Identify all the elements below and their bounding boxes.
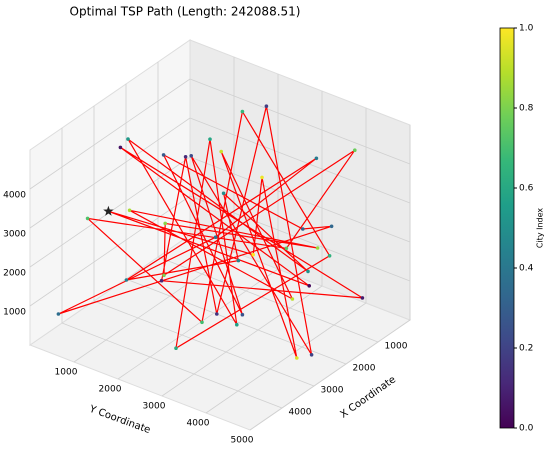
start-marker — [103, 205, 114, 216]
grid-line — [29, 78, 191, 190]
city-point — [314, 156, 319, 161]
city-point — [295, 356, 299, 360]
colorbar-label: City Index — [536, 208, 545, 249]
city-point — [161, 153, 166, 157]
city-point — [85, 216, 90, 221]
city-point — [124, 278, 129, 282]
grid-line — [189, 195, 411, 282]
grid-line — [61, 322, 283, 409]
colorbar-tick-label: 0.2 — [519, 344, 533, 354]
city-point — [215, 312, 219, 316]
colorbar-tick-label: 0.6 — [519, 184, 534, 194]
z-tick-label: 1000 — [3, 308, 26, 318]
city-point — [240, 312, 245, 317]
z-tick-label: 2000 — [3, 269, 26, 279]
grid-line — [73, 251, 235, 363]
city-point — [127, 208, 132, 213]
city-point — [162, 273, 166, 278]
chart-title: Optimal TSP Path (Length: 242088.51) — [70, 5, 301, 19]
grid-line — [249, 319, 411, 431]
city-point — [200, 320, 204, 325]
y-tick-label: 2000 — [99, 385, 122, 395]
y-tick-label: 5000 — [231, 436, 254, 446]
grid-line — [157, 256, 379, 343]
city-point — [290, 297, 295, 301]
city-point — [163, 221, 167, 226]
colorbar-tick-label: 1.0 — [519, 24, 534, 34]
city-point — [208, 137, 212, 141]
city-point — [284, 246, 289, 251]
grid-line — [161, 285, 323, 397]
grid-line — [29, 195, 191, 307]
x-axis-title: X Coordinate — [339, 374, 398, 420]
city-point — [264, 104, 269, 108]
city-point — [235, 322, 239, 327]
city-point — [183, 155, 188, 159]
x-tick-label: 1000 — [385, 342, 408, 352]
city-point — [219, 149, 223, 154]
x-tick-label: 3000 — [321, 386, 344, 396]
grid-line — [205, 302, 367, 414]
city-point — [307, 284, 312, 288]
city-point — [353, 148, 357, 152]
z-tick-label: 4000 — [3, 191, 26, 201]
y-tick-label: 4000 — [187, 419, 210, 429]
z-tick-label: 3000 — [3, 230, 26, 240]
city-point — [159, 278, 164, 283]
city-point — [240, 109, 245, 114]
city-point — [174, 346, 178, 351]
city-point — [309, 353, 314, 357]
y-tick-label: 3000 — [143, 402, 166, 412]
city-point — [189, 154, 193, 158]
city-point — [315, 246, 320, 250]
city-point — [56, 312, 61, 316]
grid-line — [93, 300, 315, 387]
grid-line — [189, 156, 411, 243]
colorbar-tick-label: 0.4 — [519, 264, 534, 274]
city-point — [126, 137, 130, 141]
grid-line — [189, 117, 411, 204]
city-point — [213, 235, 218, 239]
city-point — [329, 224, 334, 229]
colorbar-tick-label: 0.0 — [519, 424, 534, 434]
x-tick-label: 2000 — [353, 364, 376, 374]
colorbar — [499, 27, 515, 429]
colorbar-tick-label: 0.8 — [519, 104, 534, 114]
city-point — [301, 227, 305, 231]
city-point — [260, 175, 264, 180]
side-pane — [29, 39, 191, 346]
city-point — [221, 191, 226, 196]
city-point — [251, 252, 255, 257]
x-tick-label: 4000 — [289, 408, 312, 418]
city-point — [360, 296, 365, 300]
grid-line — [189, 78, 411, 165]
city-point — [327, 254, 332, 258]
grid-line — [117, 268, 279, 380]
city-point — [118, 145, 123, 150]
grid-line — [29, 117, 191, 229]
city-point — [236, 258, 241, 263]
y-tick-label: 1000 — [55, 368, 78, 378]
city-point — [306, 269, 310, 274]
